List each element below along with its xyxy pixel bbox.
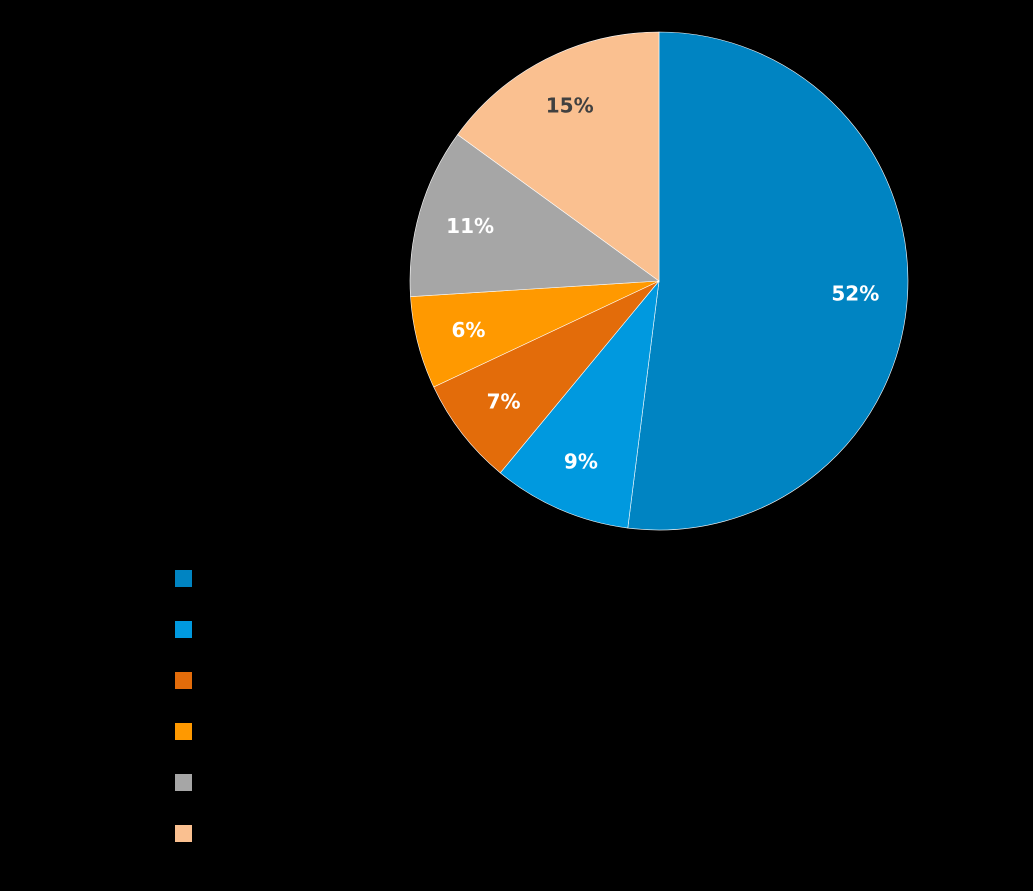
legend-item-5 (175, 773, 204, 791)
legend-swatch-3 (175, 671, 192, 689)
legend-item-4 (175, 722, 204, 740)
legend-swatch-6 (175, 824, 192, 842)
data-label-1: 52% (831, 281, 879, 305)
data-label-4: 6% (452, 318, 486, 342)
pie-slice-3 (433, 280, 660, 474)
legend-item-3 (175, 671, 204, 689)
legend-swatch-2 (175, 620, 192, 638)
legend-item-1 (175, 569, 204, 587)
pie-slices (409, 31, 909, 531)
legend-swatch-5 (175, 773, 192, 791)
data-label-3: 7% (487, 390, 521, 414)
legend-swatch-1 (175, 569, 192, 587)
data-label-6: 15% (546, 94, 594, 118)
pie-slice-2 (499, 280, 660, 529)
legend-item-6 (175, 824, 204, 842)
pie-slice-1 (627, 31, 909, 531)
legend-item-2 (175, 620, 204, 638)
data-label-2: 9% (564, 450, 598, 474)
pie-slice-6 (457, 31, 660, 282)
pie-slice-5 (409, 134, 660, 297)
legend-swatch-4 (175, 722, 192, 740)
pie-data-labels: 52% 9% 7% 6% 11% 15% (446, 94, 879, 474)
data-label-5: 11% (446, 214, 494, 238)
